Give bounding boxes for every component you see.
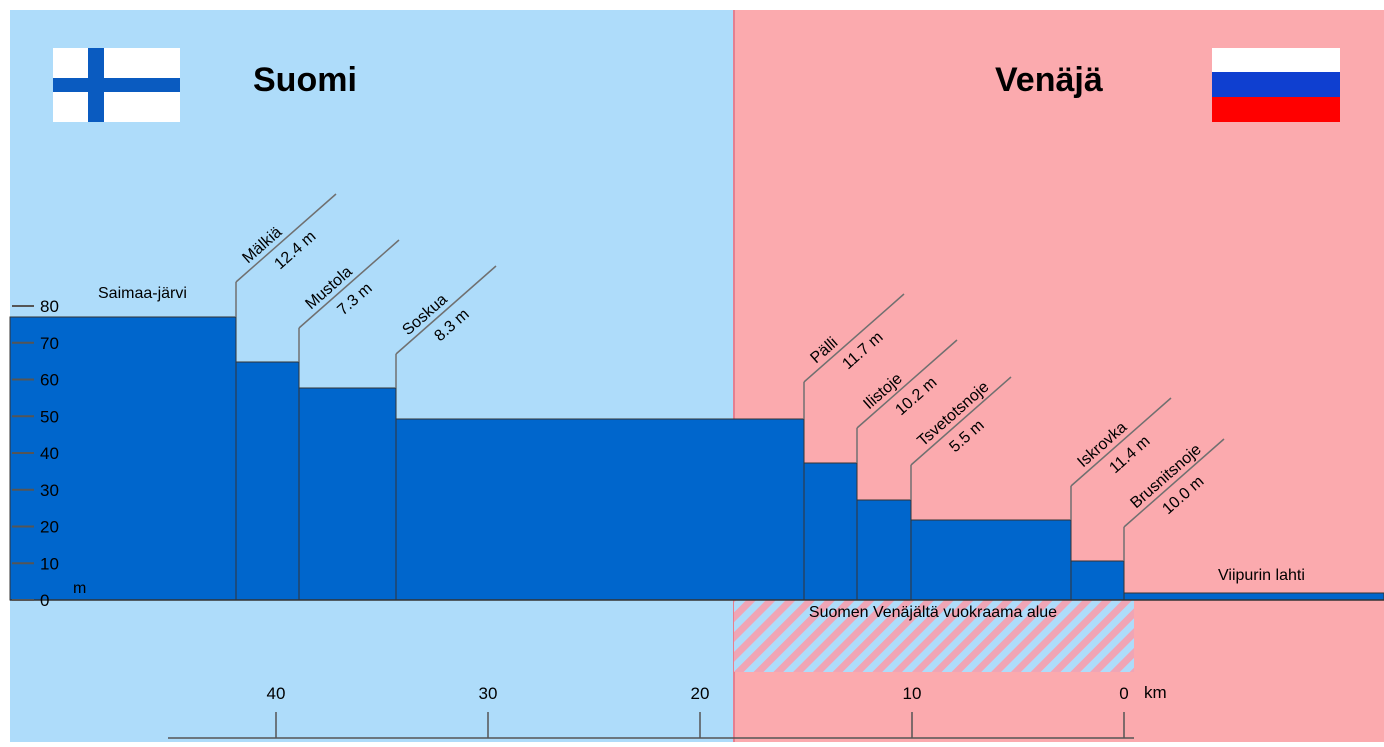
leased-area-label: Suomen Venäjältä vuokraama alue — [809, 604, 1057, 621]
x-tick-label: 30 — [479, 684, 498, 703]
lock-leader-line — [856, 339, 958, 429]
country-label-finland: Suomi — [253, 61, 357, 99]
finland-flag — [53, 48, 180, 122]
x-axis: 40 30 20 10 0 — [267, 684, 1129, 738]
leased-area — [734, 600, 1134, 672]
saimaa-water — [9, 316, 237, 601]
y-axis-unit: m — [73, 580, 86, 597]
y-tick-label: 50 — [40, 407, 59, 426]
lock-leader-line — [803, 293, 905, 383]
lock-leader-line — [298, 239, 400, 329]
country-label-russia: Venäjä — [995, 61, 1103, 99]
x-tick-label: 0 — [1119, 684, 1128, 703]
y-tick-label: 30 — [40, 481, 59, 500]
x-axis-unit: km — [1144, 683, 1167, 702]
pool-soskua — [395, 418, 805, 601]
y-tick-label: 70 — [40, 334, 59, 353]
bay-label: Viipurin lahti — [1218, 567, 1305, 584]
y-axis: 0 10 20 30 40 50 60 70 80 — [12, 297, 59, 610]
pool-palli — [803, 462, 858, 601]
y-tick-label: 10 — [40, 554, 59, 573]
lake-label: Saimaa-järvi — [98, 285, 187, 302]
pool-iskrovka — [1070, 560, 1125, 601]
russia-flag — [1212, 48, 1340, 122]
pool-malkia — [235, 361, 300, 601]
pool-ilistoje — [856, 499, 912, 601]
y-tick-label: 0 — [40, 591, 49, 610]
x-tick-label: 20 — [691, 684, 710, 703]
y-tick-label: 80 — [40, 297, 59, 316]
x-tick-label: 40 — [267, 684, 286, 703]
lock-leader-line — [395, 265, 497, 355]
pool-tsvetotsnoje — [910, 519, 1072, 601]
lock-leader-line — [1070, 397, 1172, 487]
y-tick-label: 60 — [40, 371, 59, 390]
lock-leader-line — [910, 376, 1012, 466]
y-tick-label: 40 — [40, 444, 59, 463]
y-tick-label: 20 — [40, 518, 59, 537]
lock-leader-line — [235, 193, 337, 283]
viipuri-bay-water — [1123, 592, 1384, 601]
pool-mustola — [298, 387, 397, 601]
water-profile — [9, 316, 1384, 601]
lock-leader-line — [1123, 438, 1225, 528]
x-tick-label: 10 — [903, 684, 922, 703]
